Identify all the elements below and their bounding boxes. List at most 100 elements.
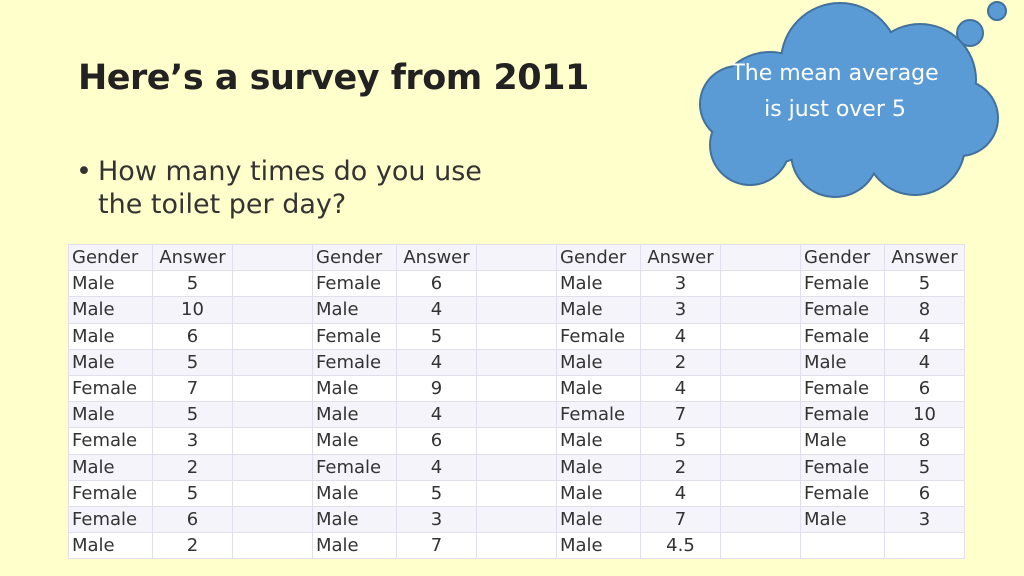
cell-answer: 6: [152, 322, 233, 350]
cell-answer: 5: [640, 427, 721, 455]
spacer-cell: [232, 348, 313, 376]
cell-gender: Male: [312, 401, 397, 429]
spacer-cell: [720, 374, 801, 403]
spacer-cell: [720, 532, 801, 560]
cell-answer: 6: [152, 505, 233, 534]
table-row: Male 2 Male 7 Male 4.5: [68, 532, 965, 560]
cell-answer: 7: [396, 532, 477, 560]
cell-answer: 7: [640, 401, 721, 429]
table-row: Female 7 Male 9 Male 4 Female 6: [68, 374, 965, 403]
cell-answer: 9: [396, 374, 477, 403]
cell-gender: Male: [68, 401, 153, 429]
cell-answer: 4.5: [640, 532, 721, 560]
header-gender: Gender: [68, 243, 153, 272]
cell-answer: 2: [640, 348, 721, 376]
cell-gender: Female: [312, 270, 397, 298]
header-gender: Gender: [312, 243, 397, 272]
cell-answer: 5: [884, 453, 965, 481]
spacer-cell: [232, 296, 313, 324]
spacer-cell: [232, 401, 313, 429]
cell-gender: Male: [312, 532, 397, 560]
thought-cloud: [699, 1, 1007, 198]
table-row: Male 5 Male 4 Female 7 Female 10: [68, 401, 965, 429]
cell-answer: 8: [884, 296, 965, 324]
spacer-cell: [720, 427, 801, 455]
cell-gender: Male: [312, 296, 397, 324]
header-gender: Gender: [556, 243, 641, 272]
header-answer: Answer: [396, 243, 477, 272]
cell-gender: Female: [68, 427, 153, 455]
cell-gender: Male: [556, 270, 641, 298]
spacer-cell: [720, 243, 801, 272]
header-answer: Answer: [884, 243, 965, 272]
cell-gender: Male: [556, 348, 641, 376]
cell-answer: 6: [884, 479, 965, 507]
cell-answer: 10: [884, 401, 965, 429]
cell-answer: 6: [396, 427, 477, 455]
spacer-cell: [232, 322, 313, 350]
spacer-cell: [476, 505, 557, 534]
spacer-cell: [232, 243, 313, 272]
cell-answer: 7: [640, 505, 721, 534]
cell-gender: Male: [556, 427, 641, 455]
cell-gender: Female: [800, 270, 885, 298]
cell-gender: Male: [556, 453, 641, 481]
spacer-cell: [476, 296, 557, 324]
cell-gender: Male: [800, 348, 885, 376]
spacer-cell: [720, 505, 801, 534]
cell-gender: Male: [312, 505, 397, 534]
cell-gender: Male: [68, 270, 153, 298]
cell-gender: [800, 532, 885, 560]
bullet-dot: •: [76, 156, 92, 187]
spacer-cell: [476, 322, 557, 350]
spacer-cell: [476, 401, 557, 429]
spacer-cell: [232, 505, 313, 534]
cell-gender: Female: [800, 453, 885, 481]
cell-gender: Male: [68, 532, 153, 560]
spacer-cell: [476, 479, 557, 507]
cell-gender: Female: [312, 348, 397, 376]
cell-answer: 4: [640, 374, 721, 403]
page-title: Here’s a survey from 2011: [78, 58, 589, 98]
cell-gender: Male: [312, 479, 397, 507]
cell-answer: 3: [396, 505, 477, 534]
cell-answer: 4: [396, 453, 477, 481]
spacer-cell: [232, 374, 313, 403]
cell-gender: Female: [800, 479, 885, 507]
spacer-cell: [476, 348, 557, 376]
cell-gender: Male: [556, 374, 641, 403]
cell-answer: 4: [884, 322, 965, 350]
cell-gender: Female: [800, 374, 885, 403]
cell-gender: Female: [800, 322, 885, 350]
thought-bubble-medium: [956, 19, 984, 47]
spacer-cell: [720, 270, 801, 298]
spacer-cell: [720, 322, 801, 350]
cell-answer: 3: [152, 427, 233, 455]
cell-gender: Male: [556, 479, 641, 507]
cell-gender: Male: [556, 532, 641, 560]
cell-answer: 5: [396, 322, 477, 350]
cell-gender: Male: [68, 453, 153, 481]
cell-gender: Female: [800, 401, 885, 429]
cell-answer: 2: [152, 453, 233, 481]
cell-gender: Female: [312, 453, 397, 481]
cell-gender: Male: [556, 296, 641, 324]
cell-answer: 4: [396, 296, 477, 324]
table-row: Female 6 Male 3 Male 7 Male 3: [68, 505, 965, 534]
cell-answer: 4: [396, 401, 477, 429]
bullet-item: • How many times do you use the toilet p…: [76, 155, 496, 221]
table-row: Male 2 Female 4 Male 2 Female 5: [68, 453, 965, 481]
cell-gender: Female: [312, 322, 397, 350]
spacer-cell: [476, 243, 557, 272]
cell-answer: 5: [152, 401, 233, 429]
spacer-cell: [232, 479, 313, 507]
thought-bubble-small: [987, 1, 1007, 21]
cell-gender: Female: [800, 296, 885, 324]
cell-answer: 4: [884, 348, 965, 376]
cell-gender: Male: [312, 374, 397, 403]
cell-gender: Male: [312, 427, 397, 455]
cell-answer: 4: [396, 348, 477, 376]
cell-answer: 5: [884, 270, 965, 298]
spacer-cell: [232, 427, 313, 455]
cell-gender: Female: [68, 505, 153, 534]
